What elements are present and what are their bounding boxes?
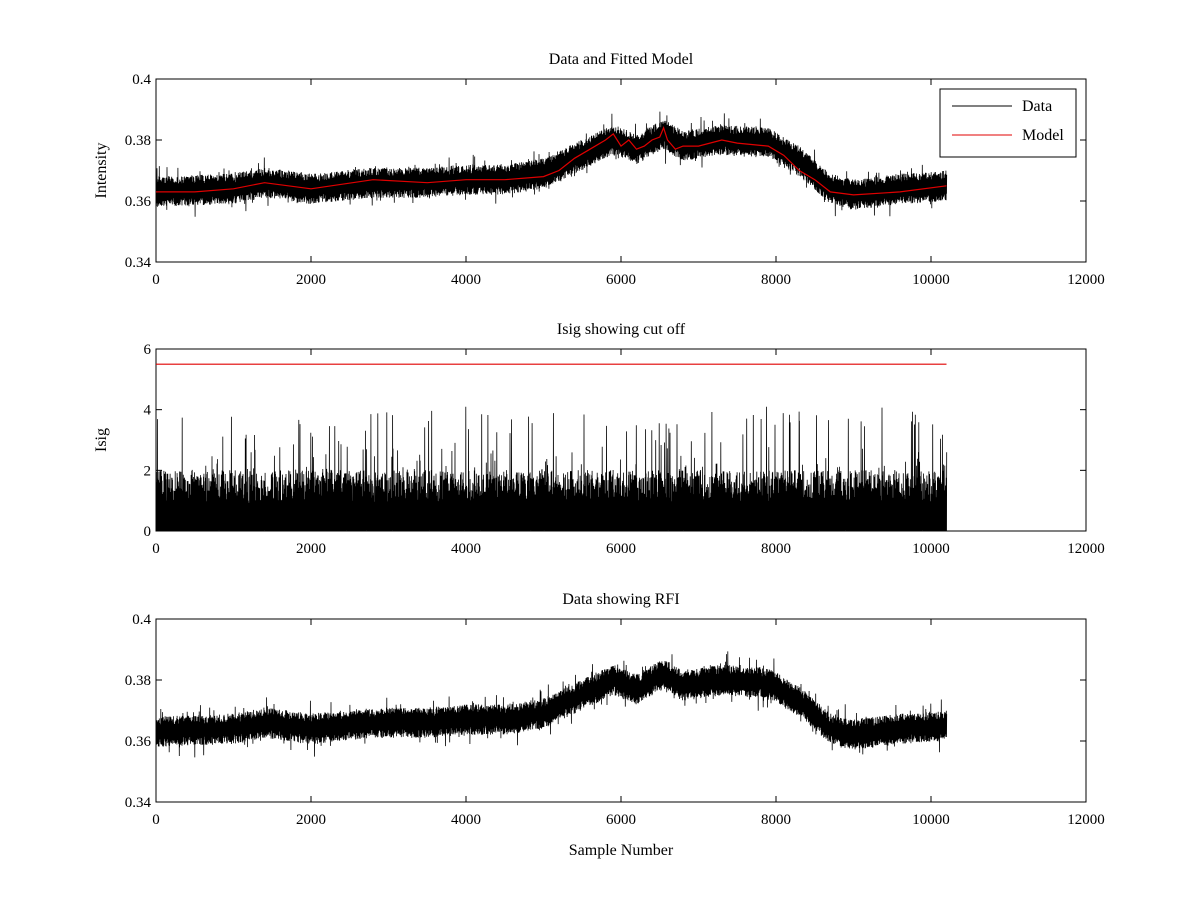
panel-1: 0 2000 4000 6000 8000 10000 12000 0.34 0.36 0.38 0… (93, 51, 1105, 288)
x-tick-label: 12000 (1067, 812, 1105, 828)
panel-2: 0 2000 4000 6000 8000 10000 12000 0 2 4 6 Isig show… (93, 321, 1105, 557)
legend: Data Model (939, 88, 1077, 158)
y-axis-label: Intensity (93, 143, 110, 199)
x-tick-label: 4000 (451, 541, 481, 557)
y-tick-label: 2 (144, 463, 152, 479)
y-tick-label: 0.36 (125, 194, 152, 210)
y-tick-label: 0.4 (132, 72, 151, 88)
chart-title: Isig showing cut off (557, 321, 686, 338)
x-tick-label: 0 (152, 541, 160, 557)
x-axis-label: Sample Number (569, 842, 674, 859)
x-tick-label: 10000 (912, 812, 950, 828)
x-tick-label: 6000 (606, 812, 636, 828)
legend-box (939, 88, 1077, 158)
plot-lines (156, 111, 948, 217)
chart-title: Data showing RFI (562, 591, 679, 608)
x-tick-label: 10000 (912, 272, 950, 288)
legend-label: Model (1022, 127, 1064, 144)
plot-lines (156, 363, 948, 531)
plot-area (155, 618, 1087, 803)
x-tick-label: 8000 (761, 812, 791, 828)
plot-lines (156, 651, 948, 758)
x-tick-label: 12000 (1067, 541, 1105, 557)
x-tick-label: 2000 (296, 541, 326, 557)
y-tick-label: 0.38 (125, 133, 151, 149)
series-line-isig (156, 406, 948, 531)
x-tick-label: 0 (152, 272, 160, 288)
y-axis-label: Isig (93, 428, 110, 452)
y-tick-label: 0.34 (125, 255, 152, 271)
series-line-model (156, 126, 947, 196)
y-tick-label: 0.4 (132, 612, 151, 628)
y-tick-label: 0.38 (125, 673, 151, 689)
x-tick-label: 12000 (1067, 272, 1105, 288)
panel-3: 0 2000 4000 6000 8000 10000 12000 0.34 0.36 0.38 0… (125, 591, 1105, 859)
x-tick-label: 0 (152, 812, 160, 828)
x-tick-label: 2000 (296, 272, 326, 288)
y-tick-label: 0.36 (125, 734, 152, 750)
x-tick-label: 10000 (912, 541, 950, 557)
y-tick-label: 0.34 (125, 795, 152, 811)
x-tick-label: 6000 (606, 541, 636, 557)
x-tick-label: 8000 (761, 272, 791, 288)
x-tick-label: 4000 (451, 812, 481, 828)
x-tick-label: 6000 (606, 272, 636, 288)
y-tick-label: 4 (144, 403, 152, 419)
series-line-data (156, 651, 948, 758)
legend-label: Data (1022, 98, 1052, 115)
x-tick-label: 2000 (296, 812, 326, 828)
y-tick-label: 6 (144, 342, 152, 358)
x-tick-label: 8000 (761, 541, 791, 557)
series-line-data (156, 111, 948, 217)
y-tick-label: 0 (144, 524, 152, 540)
x-tick-label: 4000 (451, 272, 481, 288)
plot-area (155, 78, 1087, 263)
chart-title: Data and Fitted Model (549, 51, 694, 68)
